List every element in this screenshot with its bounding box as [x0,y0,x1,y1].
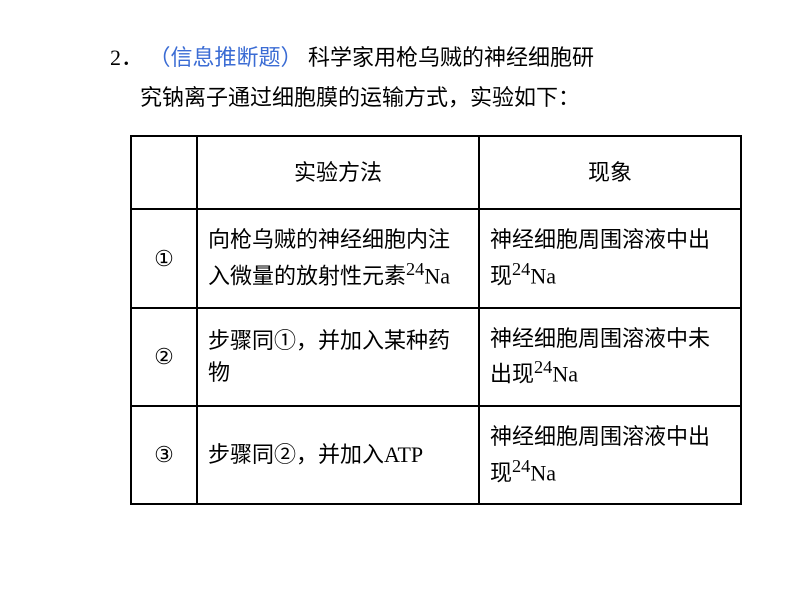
table-row: ① 向枪乌贼的神经细胞内注入微量的放射性元素24Na 神经细胞周围溶液中出现24… [131,209,741,307]
row-method-3: 步骤同②，并加入ATP [197,406,479,504]
table-row: ② 步骤同①，并加入某种药物 神经细胞周围溶液中未出现24Na [131,308,741,406]
question-line-2: 究钠离子通过细胞膜的运输方式，实验如下： [110,80,720,116]
question-text-part1: 科学家用枪乌贼的神经细胞研 [308,45,594,70]
header-method: 实验方法 [197,136,479,210]
row-num-1: ① [131,209,197,307]
table-body: ① 向枪乌贼的神经细胞内注入微量的放射性元素24Na 神经细胞周围溶液中出现24… [131,209,741,503]
row-num-3: ③ [131,406,197,504]
row-method-2: 步骤同①，并加入某种药物 [197,308,479,406]
row-result-2: 神经细胞周围溶液中未出现24Na [479,308,741,406]
page-container: 2． （信息推断题） 科学家用枪乌贼的神经细胞研 究钠离子通过细胞膜的运输方式，… [0,0,800,535]
row-num-2: ② [131,308,197,406]
row-result-1: 神经细胞周围溶液中出现24Na [479,209,741,307]
question-number: 2． [110,45,143,70]
table-header-row: 实验方法 现象 [131,136,741,210]
header-blank [131,136,197,210]
question-line-1: 2． （信息推断题） 科学家用枪乌贼的神经细胞研 [110,40,720,76]
header-result: 现象 [479,136,741,210]
question-category: （信息推断题） [149,45,303,70]
table-row: ③ 步骤同②，并加入ATP 神经细胞周围溶液中出现24Na [131,406,741,504]
row-result-3: 神经细胞周围溶液中出现24Na [479,406,741,504]
experiment-table: 实验方法 现象 ① 向枪乌贼的神经细胞内注入微量的放射性元素24Na 神经细胞周… [130,135,742,505]
row-method-1: 向枪乌贼的神经细胞内注入微量的放射性元素24Na [197,209,479,307]
